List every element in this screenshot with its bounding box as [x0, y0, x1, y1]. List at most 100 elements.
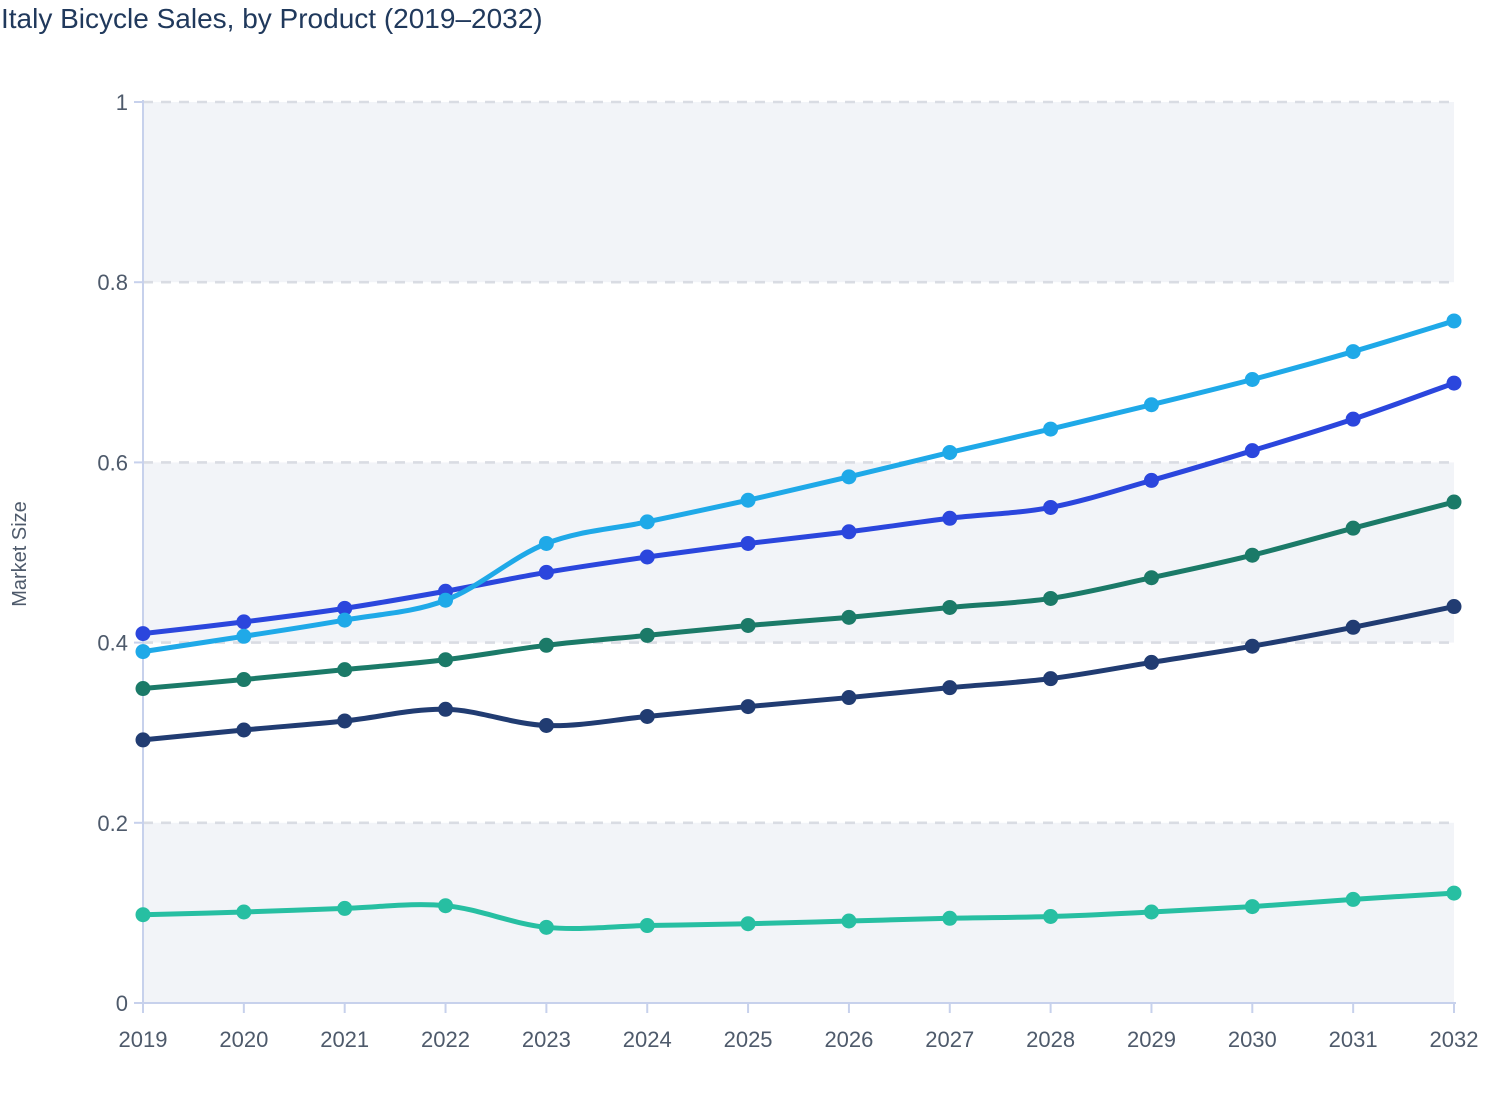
data-point-royal-blue-2019[interactable]: [135, 626, 151, 642]
x-tick-label-2022: 2022: [421, 1027, 470, 1052]
y-tick-label-1: 1: [116, 90, 128, 115]
data-point-light-blue-2028[interactable]: [1043, 421, 1059, 437]
x-tick-label-2031: 2031: [1329, 1027, 1378, 1052]
data-point-dark-teal-2024[interactable]: [639, 627, 655, 643]
data-point-navy-2029[interactable]: [1143, 654, 1159, 670]
series-line-dark-teal: [140, 499, 1457, 692]
data-point-royal-blue-2026[interactable]: [841, 524, 857, 540]
data-point-turquoise-2023[interactable]: [538, 919, 554, 935]
data-point-royal-blue-2029[interactable]: [1143, 472, 1159, 488]
y-tick-label-0: 0: [116, 991, 128, 1016]
data-point-royal-blue-2027[interactable]: [942, 510, 958, 526]
series-line-navy: [140, 604, 1457, 743]
data-point-navy-2025[interactable]: [740, 699, 756, 715]
data-point-light-blue-2023[interactable]: [538, 535, 554, 551]
data-point-turquoise-2020[interactable]: [236, 904, 252, 920]
x-tick-label-2027: 2027: [925, 1027, 974, 1052]
data-point-navy-2021[interactable]: [337, 713, 353, 729]
data-point-navy-2022[interactable]: [438, 701, 454, 717]
data-point-light-blue-2020[interactable]: [236, 628, 252, 644]
data-point-dark-teal-2023[interactable]: [538, 637, 554, 653]
chart-title: Italy Bicycle Sales, by Product (2019–20…: [1, 3, 543, 34]
data-point-navy-2027[interactable]: [942, 680, 958, 696]
data-point-royal-blue-2025[interactable]: [740, 535, 756, 551]
x-tick-label-2026: 2026: [824, 1027, 873, 1052]
series-line-light-blue: [140, 318, 1457, 655]
data-point-royal-blue-2021[interactable]: [337, 600, 353, 616]
data-point-dark-teal-2030[interactable]: [1244, 547, 1260, 563]
series-line-royal-blue: [140, 380, 1457, 637]
x-tick-label-2024: 2024: [623, 1027, 672, 1052]
data-point-light-blue-2032[interactable]: [1446, 313, 1462, 329]
data-point-dark-teal-2020[interactable]: [236, 672, 252, 688]
data-point-royal-blue-2030[interactable]: [1244, 443, 1260, 459]
data-point-turquoise-2031[interactable]: [1345, 891, 1361, 907]
x-tick-label-2025: 2025: [724, 1027, 773, 1052]
data-point-turquoise-2030[interactable]: [1244, 899, 1260, 915]
data-point-navy-2020[interactable]: [236, 722, 252, 738]
y-tick-label-0.6: 0.6: [97, 450, 128, 475]
data-point-dark-teal-2021[interactable]: [337, 662, 353, 678]
data-point-light-blue-2024[interactable]: [639, 514, 655, 530]
y-tick-label-0.2: 0.2: [97, 811, 128, 836]
data-point-light-blue-2026[interactable]: [841, 469, 857, 485]
data-point-light-blue-2031[interactable]: [1345, 344, 1361, 360]
data-point-royal-blue-2032[interactable]: [1446, 375, 1462, 391]
data-point-dark-teal-2029[interactable]: [1143, 570, 1159, 586]
y-tick-label-0.4: 0.4: [97, 631, 128, 656]
data-point-light-blue-2022[interactable]: [438, 592, 454, 608]
data-point-turquoise-2024[interactable]: [639, 918, 655, 934]
data-point-turquoise-2022[interactable]: [438, 898, 454, 914]
data-point-navy-2023[interactable]: [538, 717, 554, 733]
data-point-navy-2031[interactable]: [1345, 619, 1361, 635]
data-point-navy-2026[interactable]: [841, 690, 857, 706]
x-tick-label-2021: 2021: [320, 1027, 369, 1052]
data-point-dark-teal-2031[interactable]: [1345, 520, 1361, 536]
data-point-dark-teal-2026[interactable]: [841, 609, 857, 625]
data-point-dark-teal-2028[interactable]: [1043, 590, 1059, 606]
data-point-turquoise-2019[interactable]: [135, 907, 151, 923]
data-point-light-blue-2027[interactable]: [942, 444, 958, 460]
series-line-turquoise: [140, 890, 1457, 932]
data-point-turquoise-2021[interactable]: [337, 900, 353, 916]
data-point-navy-2024[interactable]: [639, 708, 655, 724]
data-point-royal-blue-2023[interactable]: [538, 564, 554, 580]
x-tick-label-2028: 2028: [1026, 1027, 1075, 1052]
plot-band: [143, 102, 1454, 283]
data-point-turquoise-2027[interactable]: [942, 910, 958, 926]
data-point-navy-2019[interactable]: [135, 732, 151, 748]
data-point-dark-teal-2032[interactable]: [1446, 494, 1462, 510]
x-tick-label-2029: 2029: [1127, 1027, 1176, 1052]
data-point-royal-blue-2031[interactable]: [1345, 411, 1361, 427]
data-point-turquoise-2026[interactable]: [841, 913, 857, 929]
data-point-turquoise-2025[interactable]: [740, 916, 756, 932]
data-point-royal-blue-2020[interactable]: [236, 614, 252, 630]
data-point-dark-teal-2027[interactable]: [942, 599, 958, 615]
data-point-royal-blue-2028[interactable]: [1043, 499, 1059, 515]
plot-band: [143, 462, 1454, 643]
x-tick-label-2030: 2030: [1228, 1027, 1277, 1052]
data-point-navy-2030[interactable]: [1244, 638, 1260, 654]
data-point-navy-2032[interactable]: [1446, 599, 1462, 615]
data-point-dark-teal-2022[interactable]: [438, 652, 454, 668]
data-point-light-blue-2019[interactable]: [135, 644, 151, 660]
x-tick-label-2023: 2023: [522, 1027, 571, 1052]
data-point-navy-2028[interactable]: [1043, 671, 1059, 687]
data-point-light-blue-2025[interactable]: [740, 492, 756, 508]
data-point-dark-teal-2025[interactable]: [740, 617, 756, 633]
x-tick-label-2019: 2019: [119, 1027, 168, 1052]
y-tick-label-0.8: 0.8: [97, 270, 128, 295]
data-point-turquoise-2029[interactable]: [1143, 904, 1159, 920]
x-tick-label-2032: 2032: [1430, 1027, 1479, 1052]
data-point-dark-teal-2019[interactable]: [135, 681, 151, 697]
data-point-royal-blue-2024[interactable]: [639, 549, 655, 565]
data-point-light-blue-2021[interactable]: [337, 612, 353, 628]
data-point-turquoise-2032[interactable]: [1446, 885, 1462, 901]
data-point-turquoise-2028[interactable]: [1043, 909, 1059, 925]
plot-band: [143, 822, 1454, 1003]
data-point-light-blue-2029[interactable]: [1143, 397, 1159, 413]
data-point-light-blue-2030[interactable]: [1244, 372, 1260, 388]
x-tick-label-2020: 2020: [219, 1027, 268, 1052]
